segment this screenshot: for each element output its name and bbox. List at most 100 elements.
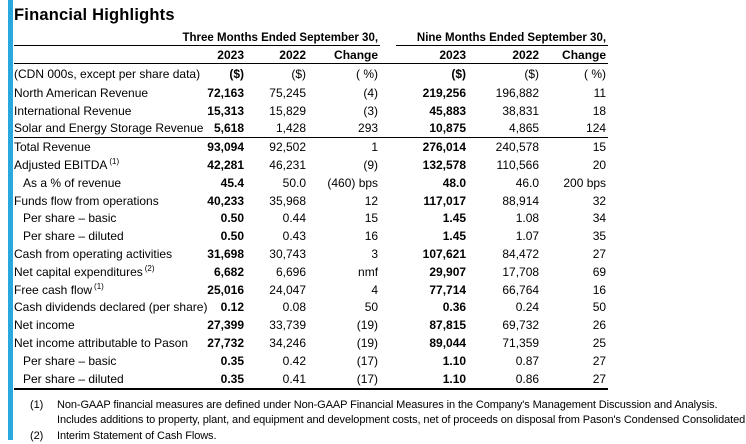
row-label: Total Revenue [14, 138, 194, 156]
unit-3m-2023: ($) [229, 67, 244, 81]
value-cell: (19) [356, 336, 379, 351]
value-cell: 38,831 [502, 103, 540, 118]
value-cell: 30,743 [269, 247, 306, 262]
value-cell: 15,313 [207, 103, 244, 118]
row-label-text: Per share – basic [23, 353, 117, 368]
row-label-text: Net capital expenditures [14, 264, 143, 279]
unit-3m-change: ( %) [356, 67, 379, 81]
footnote-number [30, 413, 57, 429]
value-cell: 240,578 [495, 140, 540, 155]
value-cell: 40,233 [207, 193, 244, 208]
row-label: Per share – diluted [14, 370, 194, 389]
value-cell: 4,865 [468, 119, 542, 139]
row-spacer [380, 352, 396, 370]
value-cell: 18 [592, 103, 607, 118]
value-cell: 89,044 [429, 336, 467, 351]
value-cell: 27,732 [207, 336, 244, 351]
value-cell: (3) [363, 103, 379, 118]
row-spacer [380, 281, 396, 299]
group-header-three-months: Three Months Ended September 30, [14, 31, 381, 46]
footnote-line: (1) Non-GAAP financial measures are defin… [30, 398, 738, 414]
table-row: Adjusted EBITDA (1) 42,281 46,231 (9) 132,578… [14, 156, 608, 174]
unit-3m-2022: ($) [291, 67, 306, 81]
footnote-line: (2) Interim Statement of Cash Flows. [30, 429, 738, 444]
units-row-label: (CDN 000s, except per share data) [14, 67, 201, 81]
unit-spacer [380, 64, 396, 85]
group-spacer [380, 31, 396, 46]
table-row: Cash dividends declared (per share) 0.12 0… [14, 299, 608, 317]
value-cell: 0.86 [515, 371, 540, 386]
value-cell: 88,914 [502, 193, 540, 208]
table-row: Net income attributable to Pason 27,732 34… [14, 334, 608, 352]
value-cell: 1.10 [442, 353, 467, 368]
footnote-text: Interim Statement of Cash Flows. [57, 429, 217, 442]
value-cell: 69,732 [502, 318, 540, 333]
value-cell: 50 [592, 300, 607, 315]
row-spacer [380, 370, 396, 389]
row-label: Cash dividends declared (per share) [14, 299, 207, 317]
col-header-3m-2023: 2023 [194, 45, 246, 64]
value-cell: 15 [364, 211, 379, 226]
accent-left-bar [8, 0, 13, 440]
value-cell: 1.10 [442, 371, 467, 386]
value-cell: 20 [592, 158, 607, 173]
footnotes: (1) Non-GAAP financial measures are defin… [14, 398, 745, 444]
value-cell: 31,698 [207, 247, 244, 262]
table-row: Per share – basic 0.50 0.44 15 1.45 1.08 34 [14, 210, 608, 228]
value-cell: 11 [593, 85, 607, 100]
value-cell: 5,618 [194, 119, 246, 139]
value-cell: 35,968 [269, 193, 306, 208]
value-cell: 124 [541, 119, 609, 139]
row-spacer [380, 263, 396, 281]
value-cell: 0.44 [282, 211, 306, 226]
table-row: Funds flow from operations 40,233 35,968 12… [14, 192, 608, 210]
col-header-9m-2022: 2022 [468, 45, 542, 64]
row-spacer [380, 299, 396, 317]
value-cell: 29,907 [429, 264, 467, 279]
value-cell: 6,696 [275, 264, 306, 279]
value-cell: 69 [592, 264, 607, 279]
value-cell: 0.36 [442, 300, 467, 315]
row-label-text: Free cash flow [14, 282, 93, 297]
value-cell: 1.07 [515, 229, 540, 244]
value-cell: 75,245 [269, 85, 306, 100]
value-cell: 0.35 [220, 371, 244, 386]
column-header-row: 2023 2022 Change 2023 2022 Change [14, 45, 609, 64]
value-cell: (4) [363, 85, 379, 100]
value-cell: 219,256 [422, 85, 467, 100]
value-cell: 0.43 [282, 229, 306, 244]
col-header-3m-change: Change [308, 45, 381, 64]
row-spacer [380, 316, 396, 334]
stub-header [14, 45, 194, 64]
row-label: Solar and Energy Storage Revenue [14, 119, 203, 139]
row-label-text: Adjusted EBITDA [14, 158, 108, 173]
value-cell: 107,621 [422, 247, 467, 262]
value-cell: (17) [356, 371, 379, 386]
unit-9m-2023: ($) [451, 67, 467, 81]
row-spacer [380, 210, 396, 228]
value-cell: 196,882 [495, 85, 540, 100]
value-cell: 32 [592, 193, 607, 208]
value-cell: 71,359 [502, 336, 540, 351]
table-row: Per share – diluted 0.35 0.41 (17) 1.10 0.86 2… [14, 370, 608, 389]
row-label: Free cash flow (1) [14, 281, 194, 299]
row-label: Cash from operating activities [14, 245, 194, 263]
value-cell: nmf [358, 264, 379, 279]
value-cell: 35 [592, 229, 607, 244]
row-label-text: International Revenue [14, 103, 132, 118]
value-cell: 77,714 [429, 282, 467, 297]
row-spacer [380, 192, 396, 210]
value-cell: 0.87 [515, 353, 540, 368]
row-label: As a % of revenue [14, 174, 194, 192]
value-cell: 87,815 [429, 318, 467, 333]
row-label-text: Cash from operating activities [14, 247, 173, 262]
row-label: Net capital expenditures (2) [14, 263, 194, 281]
value-cell: (19) [356, 318, 379, 333]
value-cell: 25 [592, 336, 607, 351]
value-cell: 72,163 [207, 85, 244, 100]
value-cell: 33,739 [269, 318, 306, 333]
row-spacer [380, 84, 396, 102]
footnote-marker: (1) [94, 281, 104, 291]
value-cell: 132,578 [422, 158, 467, 173]
table-body: North American Revenue 72,163 75,245 (4) 219… [14, 84, 609, 389]
